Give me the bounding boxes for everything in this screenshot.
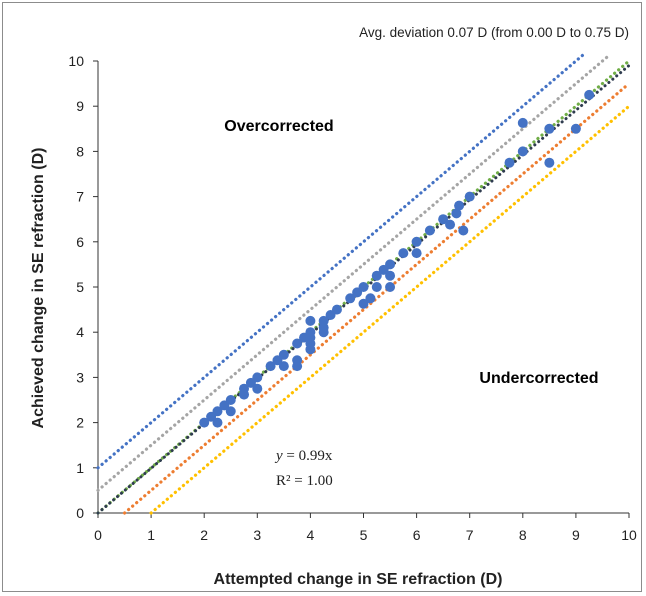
x-tick-label: 2	[200, 527, 208, 543]
y-tick-label: 0	[76, 505, 84, 521]
data-point	[504, 157, 515, 168]
data-points	[199, 89, 595, 428]
data-point	[239, 389, 250, 400]
y-tick-label: 1	[76, 460, 84, 476]
data-point	[365, 293, 376, 304]
reference-line	[122, 81, 631, 515]
data-point	[385, 270, 396, 281]
r-squared-label: R² = 1.00	[276, 473, 333, 489]
x-tick-label: 9	[572, 527, 580, 543]
data-point	[212, 417, 223, 428]
x-tick-label: 8	[519, 527, 527, 543]
data-point	[424, 225, 435, 236]
y-tick-label: 9	[76, 98, 84, 114]
avg-deviation-annotation: Avg. deviation 0.07 D (from 0.00 D to 0.…	[359, 25, 629, 40]
data-point	[371, 270, 382, 281]
data-point	[398, 248, 409, 259]
data-point	[345, 293, 356, 304]
reference-line	[96, 52, 586, 470]
x-tick-label: 6	[413, 527, 421, 543]
data-point	[318, 327, 329, 338]
x-tick-label: 4	[307, 527, 315, 543]
overcorrected-label: Overcorrected	[224, 118, 333, 135]
y-axis-title: Achieved change in SE refraction (D)	[30, 148, 47, 429]
fit-equation: y = 0.99x	[274, 448, 333, 464]
data-point	[517, 146, 528, 157]
data-point	[445, 219, 456, 230]
data-point	[331, 304, 342, 315]
data-point	[199, 417, 210, 428]
data-point	[278, 349, 289, 360]
data-point	[385, 282, 396, 292]
chart-labels: Avg. deviation 0.07 D (from 0.00 D to 0.…	[30, 25, 629, 588]
y-tick-label: 4	[76, 324, 84, 340]
data-point	[252, 383, 263, 394]
data-point	[292, 338, 303, 349]
data-point	[411, 236, 422, 247]
data-point	[411, 248, 422, 259]
data-point	[278, 361, 289, 372]
y-tick-label: 6	[76, 234, 84, 250]
data-point	[305, 344, 316, 355]
data-point	[458, 225, 469, 236]
x-axis-title: Attempted change in SE refraction (D)	[214, 571, 503, 588]
data-point	[292, 361, 303, 372]
data-point	[265, 361, 276, 372]
y-tick-label: 8	[76, 143, 84, 159]
data-point	[212, 406, 223, 417]
data-point	[385, 259, 396, 270]
data-point	[464, 191, 475, 202]
y-tick-label: 2	[76, 415, 84, 431]
data-point	[517, 117, 528, 128]
data-point	[451, 208, 462, 219]
reference-line	[149, 104, 631, 515]
y-tick-label: 7	[76, 189, 84, 205]
data-point	[544, 157, 555, 168]
x-tick-label: 5	[360, 527, 368, 543]
data-point	[438, 214, 449, 225]
axes: 0 1 2 3 4 5 6 7 8 9 10 0 1 2 3 4 5 6 7 8 9 10	[68, 53, 637, 543]
data-point	[358, 298, 369, 309]
data-point	[544, 123, 555, 134]
data-point	[225, 406, 236, 417]
y-tick-label: 5	[76, 279, 84, 295]
data-point	[358, 282, 369, 292]
data-point	[371, 282, 382, 292]
scatter-chart: 0 1 2 3 4 5 6 7 8 9 10 0 1 2 3 4 5 6 7 8 9 10 Avg. deviation …	[30, 25, 637, 588]
x-tick-label: 1	[147, 527, 155, 543]
x-tick-label: 10	[621, 527, 637, 543]
data-point	[225, 395, 236, 405]
reference-line	[96, 52, 613, 492]
y-tick-label: 10	[68, 53, 84, 69]
data-point	[305, 315, 316, 326]
x-tick-label: 3	[253, 527, 261, 543]
data-point	[584, 89, 595, 100]
data-point	[252, 372, 263, 383]
data-point	[570, 123, 581, 134]
undercorrected-label: Undercorrected	[479, 370, 598, 387]
x-tick-label: 7	[466, 527, 474, 543]
data-point	[454, 200, 465, 211]
x-tick-label: 0	[94, 527, 102, 543]
y-tick-label: 3	[76, 369, 84, 385]
